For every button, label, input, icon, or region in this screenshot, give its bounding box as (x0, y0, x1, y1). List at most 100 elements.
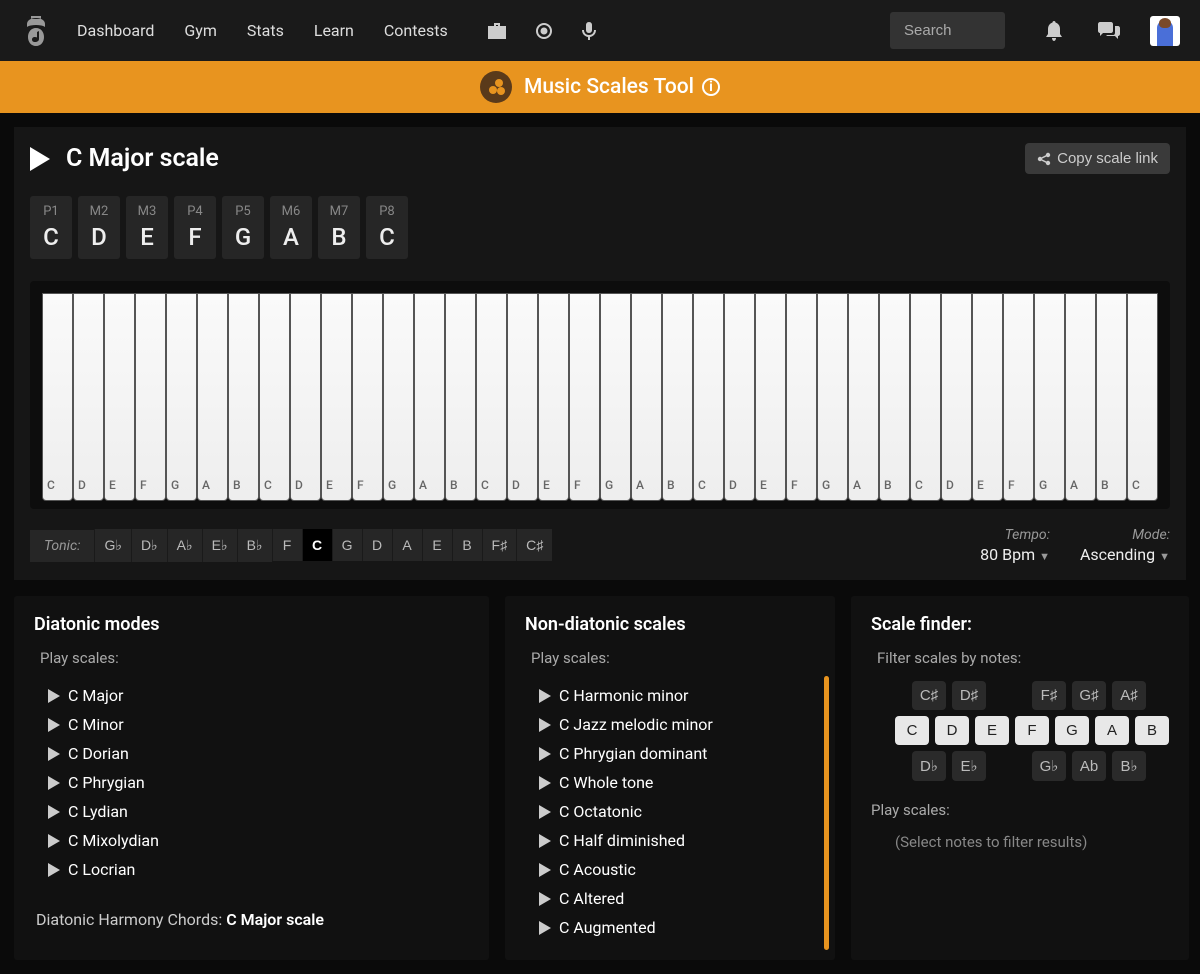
search-input[interactable] (890, 12, 1005, 49)
tonic-option[interactable]: D (362, 529, 392, 561)
tempo-selector[interactable]: 80 Bpm▼ (980, 545, 1050, 564)
white-key[interactable]: G (383, 293, 414, 501)
finder-note-button[interactable]: G♯ (1072, 681, 1106, 710)
white-key[interactable]: C (1127, 293, 1158, 501)
scale-degree[interactable]: M3E (126, 196, 168, 259)
scale-degree[interactable]: P5G (222, 196, 264, 259)
scale-list-item[interactable]: C Phrygian dominant (539, 739, 815, 768)
finder-note-button[interactable]: C♯ (912, 681, 946, 710)
tonic-option[interactable]: F♯ (482, 529, 517, 561)
scrollbar[interactable] (824, 676, 829, 950)
scale-list-item[interactable]: C Octatonic (539, 797, 815, 826)
finder-note-button[interactable]: C (895, 716, 929, 745)
finder-note-button[interactable]: G♭ (1032, 751, 1066, 781)
white-key[interactable]: D (724, 293, 755, 501)
tonic-option[interactable]: E (422, 529, 452, 561)
white-key[interactable]: D (941, 293, 972, 501)
finder-note-button[interactable]: D♭ (912, 751, 946, 781)
white-key[interactable]: F (569, 293, 600, 501)
white-key[interactable]: G (817, 293, 848, 501)
tonic-option[interactable]: B♭ (237, 529, 272, 562)
finder-note-button[interactable]: D (935, 716, 969, 745)
bell-icon[interactable] (1045, 21, 1063, 41)
chat-icon[interactable] (1098, 22, 1120, 40)
scale-list-item[interactable]: C Major (48, 681, 469, 710)
tonic-option[interactable]: G♭ (94, 529, 131, 562)
tonic-option[interactable]: G (332, 529, 362, 561)
white-key[interactable]: F (786, 293, 817, 501)
white-key[interactable]: C (910, 293, 941, 501)
finder-note-button[interactable]: D♯ (952, 681, 986, 710)
scale-list-item[interactable]: C Lydian (48, 797, 469, 826)
nav-link-gym[interactable]: Gym (184, 21, 217, 40)
tonic-option[interactable]: C (302, 529, 332, 561)
white-key[interactable]: C (259, 293, 290, 501)
scale-list-item[interactable]: C Acoustic (539, 855, 815, 884)
tonic-option[interactable]: A (392, 529, 422, 561)
record-icon[interactable] (536, 23, 552, 39)
white-key[interactable]: C (476, 293, 507, 501)
mode-selector[interactable]: Ascending▼ (1080, 545, 1170, 564)
play-scale-button[interactable] (30, 147, 50, 171)
white-key[interactable]: D (507, 293, 538, 501)
white-key[interactable]: E (972, 293, 1003, 501)
scale-list-item[interactable]: C Augmented (539, 913, 815, 942)
scale-list-item[interactable]: C Whole tone (539, 768, 815, 797)
white-key[interactable]: B (1096, 293, 1127, 501)
scale-degree[interactable]: P1C (30, 196, 72, 259)
briefcase-icon[interactable] (488, 23, 506, 39)
scale-degree[interactable]: M6A (270, 196, 312, 259)
finder-note-button[interactable]: F (1015, 716, 1049, 745)
white-key[interactable]: E (321, 293, 352, 501)
finder-note-button[interactable]: F♯ (1032, 681, 1066, 710)
white-key[interactable]: A (414, 293, 445, 501)
white-key[interactable]: F (135, 293, 166, 501)
finder-note-button[interactable]: E♭ (952, 751, 986, 781)
finder-note-button[interactable]: B (1135, 716, 1169, 745)
scale-list-item[interactable]: C Jazz melodic minor (539, 710, 815, 739)
tonic-option[interactable]: C♯ (516, 529, 552, 561)
white-key[interactable]: F (1003, 293, 1034, 501)
avatar[interactable] (1150, 16, 1180, 46)
white-key[interactable]: C (42, 293, 73, 501)
white-key[interactable]: A (631, 293, 662, 501)
scale-list-item[interactable]: C Minor (48, 710, 469, 739)
white-key[interactable]: E (104, 293, 135, 501)
white-key[interactable]: B (662, 293, 693, 501)
white-key[interactable]: D (290, 293, 321, 501)
scale-list-item[interactable]: C Half diminished (539, 826, 815, 855)
scale-list-item[interactable]: C Altered (539, 884, 815, 913)
info-icon[interactable]: i (702, 78, 720, 96)
nav-link-dashboard[interactable]: Dashboard (77, 21, 154, 40)
scale-list-item[interactable]: C Harmonic minor (539, 681, 815, 710)
white-key[interactable]: F (352, 293, 383, 501)
white-key[interactable]: E (755, 293, 786, 501)
white-key[interactable]: E (538, 293, 569, 501)
scale-list-item[interactable]: C Dorian (48, 739, 469, 768)
finder-note-button[interactable]: Ab (1072, 751, 1106, 781)
white-key[interactable]: B (879, 293, 910, 501)
nav-link-contests[interactable]: Contests (384, 21, 448, 40)
tonic-option[interactable]: D♭ (131, 529, 167, 562)
tonic-option[interactable]: B (452, 529, 482, 561)
tonic-option[interactable]: A♭ (167, 529, 202, 562)
white-key[interactable]: C (693, 293, 724, 501)
scale-list-item[interactable]: C Mixolydian (48, 826, 469, 855)
nav-link-learn[interactable]: Learn (314, 21, 354, 40)
scale-list-item[interactable]: C Phrygian (48, 768, 469, 797)
white-key[interactable]: B (445, 293, 476, 501)
finder-note-button[interactable]: G (1055, 716, 1089, 745)
microphone-icon[interactable] (582, 22, 596, 40)
white-key[interactable]: A (197, 293, 228, 501)
white-key[interactable]: G (1034, 293, 1065, 501)
finder-note-button[interactable]: E (975, 716, 1009, 745)
finder-note-button[interactable]: B♭ (1112, 751, 1146, 781)
tonic-option[interactable]: F (272, 529, 302, 561)
copy-scale-link-button[interactable]: Copy scale link (1025, 143, 1170, 174)
white-key[interactable]: D (73, 293, 104, 501)
nav-link-stats[interactable]: Stats (247, 21, 284, 40)
white-key[interactable]: A (1065, 293, 1096, 501)
scale-list-item[interactable]: C Locrian (48, 855, 469, 884)
logo[interactable] (20, 15, 52, 47)
white-key[interactable]: G (600, 293, 631, 501)
